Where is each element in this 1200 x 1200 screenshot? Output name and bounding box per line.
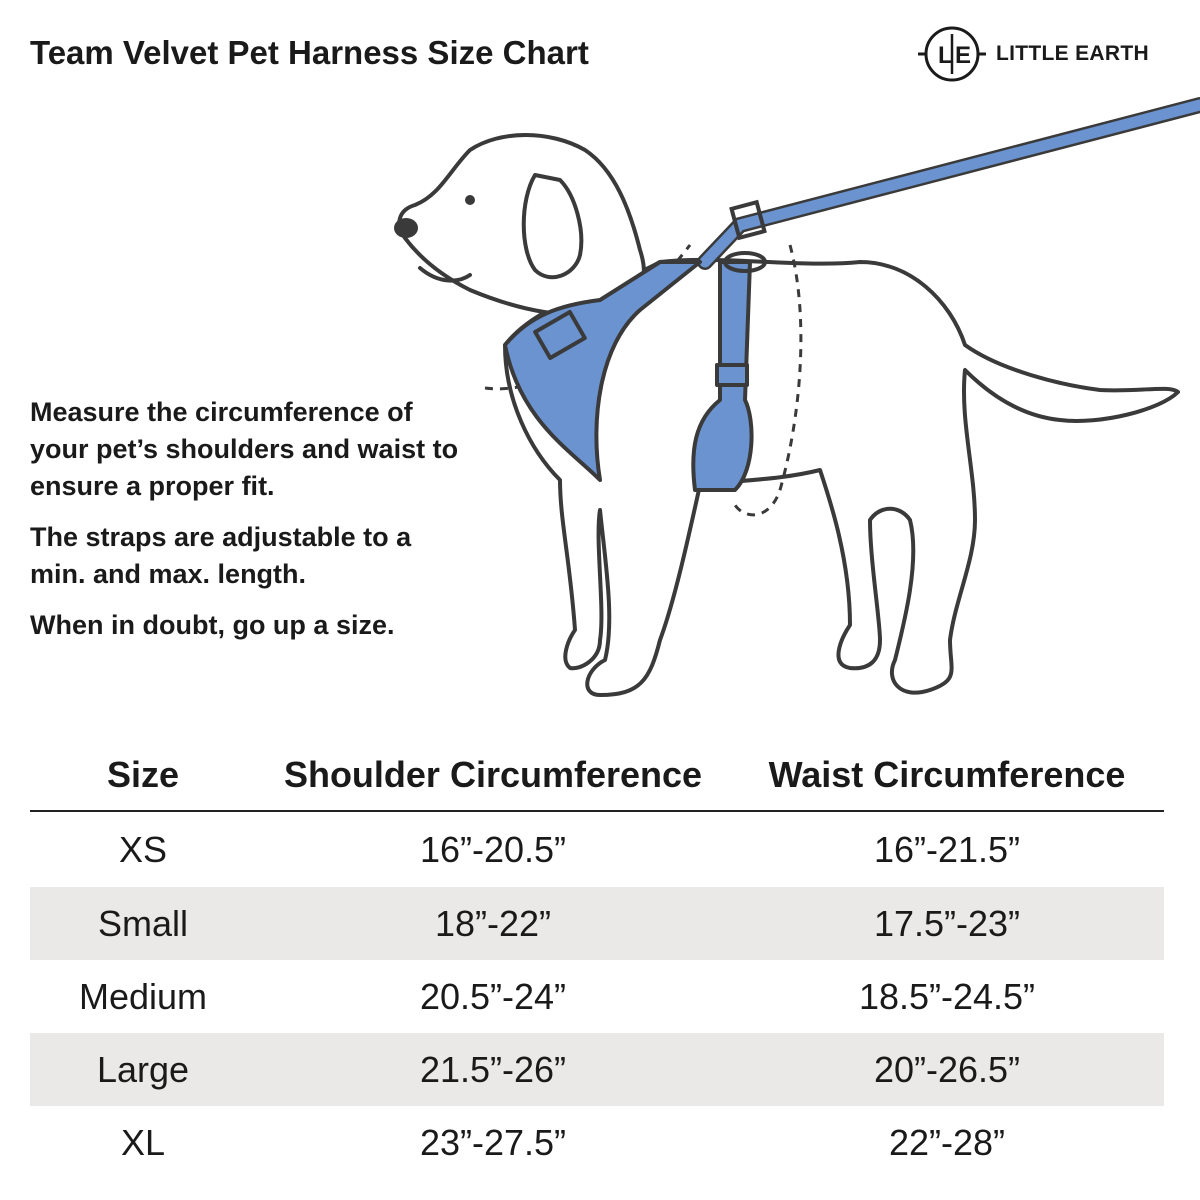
dog-harness-illustration [394,97,1200,697]
table-row: Small 18”-22” 17.5”-23” [30,887,1164,960]
shoulder-cell: 20.5”-24” [419,975,567,1017]
svg-text:E: E [955,42,971,69]
brand-logo: L E LITTLE EARTH [916,24,1149,84]
table-row: Large 21.5”-26” 20”-26.5” [30,1033,1164,1106]
waist-cell: 16”-21.5” [873,828,1021,870]
little-earth-logo-icon: L E [918,26,986,82]
size-cell: Medium [78,975,208,1017]
waist-cell: 22”-28” [888,1121,1006,1163]
waist-cell: 20”-26.5” [730,1033,1164,1106]
measurement-notes: Measure the circumference of your pet’s … [30,394,470,658]
header-size: Size [30,740,256,812]
shoulder-cell: 23”-27.5” [419,1121,567,1163]
note-adjustable: The straps are adjustable to a min. and … [30,522,412,589]
size-cell: Small [30,887,256,960]
waist-cell: 18.5”-24.5” [858,975,1036,1017]
header-waist: Waist Circumference [730,740,1164,812]
note-measure: Measure the circumference of your pet’s … [30,397,459,501]
note-doubt: When in doubt, go up a size. [30,610,395,640]
shoulder-cell: 18”-22” [256,887,730,960]
shoulder-cell: 21.5”-26” [256,1033,730,1106]
logo-text: LITTLE EARTH [996,42,1149,65]
shoulder-cell: 16”-20.5” [419,828,567,870]
size-cell: Large [30,1033,256,1106]
size-cell: XS [118,828,168,870]
page-title: Team Velvet Pet Harness Size Chart [30,34,589,71]
table-header-row: Size Shoulder Circumference Waist Circum… [30,740,1164,812]
table-row: XS 16”-20.5” 16”-21.5” [30,811,1164,887]
header-shoulder: Shoulder Circumference [256,740,730,812]
size-cell: XL [120,1121,166,1163]
size-table: Size Shoulder Circumference Waist Circum… [30,740,1164,1179]
table-row: Medium 20.5”-24” 18.5”-24.5” [30,960,1164,1033]
table-row: XL 23”-27.5” 22”-28” [30,1106,1164,1179]
svg-text:L: L [938,42,953,69]
waist-cell: 17.5”-23” [730,887,1164,960]
